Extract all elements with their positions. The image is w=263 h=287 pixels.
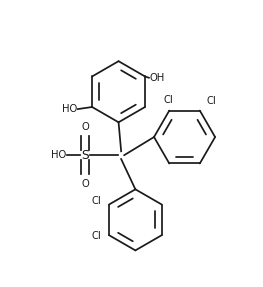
Text: HO: HO: [62, 104, 77, 114]
Text: S: S: [81, 149, 89, 162]
Text: O: O: [81, 179, 89, 189]
Text: HO: HO: [51, 150, 66, 160]
Text: Cl: Cl: [92, 197, 101, 206]
Text: Cl: Cl: [92, 231, 101, 241]
Text: O: O: [81, 122, 89, 132]
Text: Cl: Cl: [206, 96, 216, 106]
Text: OH: OH: [150, 73, 165, 83]
Text: Cl: Cl: [163, 95, 173, 105]
